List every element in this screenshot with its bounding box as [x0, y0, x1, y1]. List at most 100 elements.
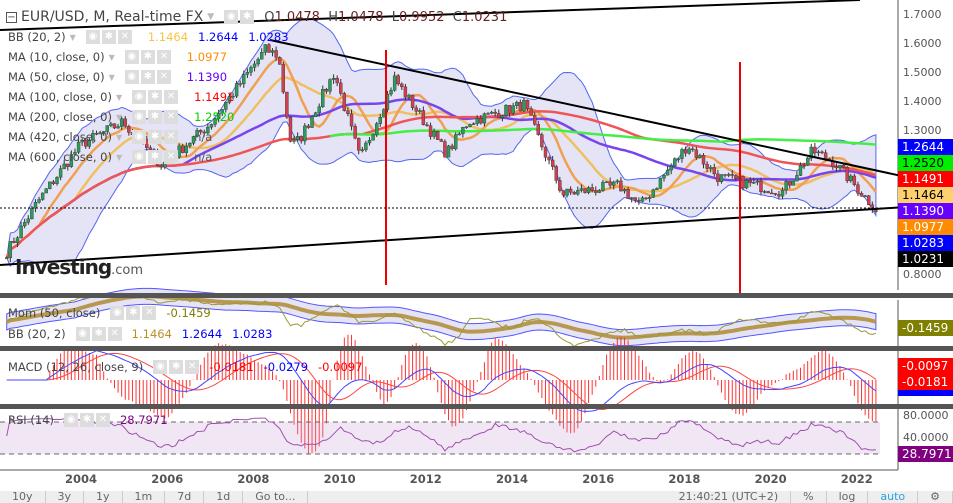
gear-icon[interactable]: ✱	[148, 110, 163, 124]
eye-icon[interactable]: ◉	[75, 327, 90, 341]
range-3y[interactable]: 3y	[46, 491, 85, 503]
indicator-label[interactable]: MA (200, close, 0)	[8, 110, 112, 124]
candle	[766, 190, 770, 194]
close-icon[interactable]: ✕	[142, 306, 157, 320]
candle-body	[604, 181, 609, 183]
log-toggle[interactable]: log	[827, 491, 869, 503]
candle-body	[841, 165, 846, 168]
investing-logo: Investing.com	[15, 255, 144, 279]
pane-separator[interactable]	[0, 346, 953, 351]
auto-toggle[interactable]: auto	[868, 491, 919, 503]
chevron-down-icon[interactable]: ▼	[115, 152, 123, 162]
candle	[597, 189, 602, 194]
candle-body	[482, 113, 487, 124]
range-10y[interactable]: 10y	[0, 491, 46, 503]
indicator-label[interactable]: BB (20, 2)	[8, 30, 66, 44]
eye-icon[interactable]: ◉	[85, 30, 100, 44]
close-icon[interactable]: ✕	[164, 130, 179, 144]
candle-body	[382, 109, 386, 118]
gear-icon[interactable]: ✱	[140, 50, 155, 64]
close-icon[interactable]: ✕	[164, 150, 179, 164]
candle	[198, 129, 203, 135]
eye-icon[interactable]: ◉	[124, 50, 139, 64]
chevron-down-icon[interactable]: ▼	[207, 12, 215, 22]
candle-body	[748, 180, 752, 184]
eye-icon[interactable]: ◉	[132, 110, 147, 124]
candle-body	[191, 136, 196, 144]
chevron-down-icon[interactable]: ▼	[115, 92, 123, 102]
candle-body	[540, 134, 544, 148]
trendline-upper[interactable]	[0, 0, 861, 31]
price-tag: 1.0231	[898, 251, 953, 267]
indicator-label[interactable]: MA (10, close, 0)	[8, 50, 105, 64]
gear-icon[interactable]: ✱	[140, 70, 155, 84]
candle-body	[712, 167, 716, 175]
time-axis-label: 2014	[496, 472, 529, 486]
gear-icon[interactable]: ✱	[240, 10, 255, 24]
candle	[565, 188, 569, 198]
close-icon[interactable]: ✕	[185, 360, 200, 374]
eye-icon[interactable]: ◉	[63, 413, 78, 427]
candle-body	[184, 145, 189, 153]
candle	[245, 68, 250, 79]
gear-icon[interactable]: ✱	[79, 413, 94, 427]
gear-icon[interactable]: ✱	[148, 90, 163, 104]
indicator-label[interactable]: MA (600, close, 0)	[8, 150, 112, 164]
eye-icon[interactable]: ◉	[132, 90, 147, 104]
candle-body	[105, 125, 109, 132]
close-icon[interactable]: ✕	[156, 70, 171, 84]
macd-tag: -0.0097	[898, 358, 953, 374]
pane-separator[interactable]	[0, 293, 953, 298]
gear-icon[interactable]: ✱	[126, 306, 141, 320]
chevron-down-icon[interactable]: ▼	[69, 32, 76, 42]
close-icon[interactable]: ✕	[95, 413, 110, 427]
close-icon[interactable]: ✕	[164, 110, 179, 124]
indicator-label[interactable]: MA (50, close, 0)	[8, 70, 105, 84]
candle	[479, 114, 483, 125]
trendline-descending[interactable]	[269, 39, 953, 188]
time-axis-label: 2004	[65, 472, 98, 486]
gear-icon[interactable]: ✱	[91, 327, 106, 341]
eye-icon[interactable]: ◉	[132, 130, 147, 144]
candle-body	[206, 126, 210, 134]
candle	[109, 121, 113, 128]
collapse-icon[interactable]: −	[6, 11, 17, 23]
percent-toggle[interactable]: %	[791, 491, 827, 503]
close-icon[interactable]: ✕	[107, 327, 122, 341]
eye-icon[interactable]: ◉	[224, 10, 239, 24]
gear-icon[interactable]: ✱	[101, 30, 116, 44]
close-icon[interactable]: ✕	[164, 90, 179, 104]
gear-icon[interactable]: ✱	[148, 150, 163, 164]
close-icon[interactable]: ✕	[117, 30, 132, 44]
eye-icon[interactable]: ◉	[124, 70, 139, 84]
candle-body	[511, 105, 515, 114]
eye-icon[interactable]: ◉	[110, 306, 125, 320]
eye-icon[interactable]: ◉	[132, 150, 147, 164]
chevron-down-icon[interactable]: ▼	[108, 52, 115, 62]
eye-icon[interactable]: ◉	[153, 360, 168, 374]
candle	[601, 179, 605, 192]
pane-separator[interactable]	[0, 404, 953, 409]
settings-gear-icon[interactable]: ⚙	[918, 491, 953, 503]
candle-body	[744, 180, 749, 189]
go-to-button[interactable]: Go to...	[243, 491, 309, 503]
range-1y[interactable]: 1y	[84, 491, 123, 503]
candle	[622, 188, 627, 194]
trendline-lower[interactable]	[0, 203, 953, 266]
symbol-title[interactable]: EUR/USD, M, Real-time FX	[21, 9, 204, 25]
range-7d[interactable]: 7d	[165, 491, 205, 503]
candle-body	[188, 142, 192, 147]
chevron-down-icon[interactable]: ▼	[115, 132, 123, 142]
indicator-label[interactable]: MA (420, close, 0)	[8, 130, 112, 144]
gear-icon[interactable]: ✱	[148, 130, 163, 144]
gear-icon[interactable]: ✱	[169, 360, 184, 374]
indicator-label[interactable]: MA (100, close, 0)	[8, 90, 112, 104]
candle	[845, 166, 849, 184]
range-1m[interactable]: 1m	[123, 491, 166, 503]
range-1d[interactable]: 1d	[204, 491, 244, 503]
chevron-down-icon[interactable]: ▼	[115, 112, 123, 122]
bottom-toolbar: 10y 3y 1y 1m 7d 1d Go to... 21:40:21 (UT…	[0, 491, 953, 503]
close-icon[interactable]: ✕	[156, 50, 171, 64]
chevron-down-icon[interactable]: ▼	[108, 72, 115, 82]
